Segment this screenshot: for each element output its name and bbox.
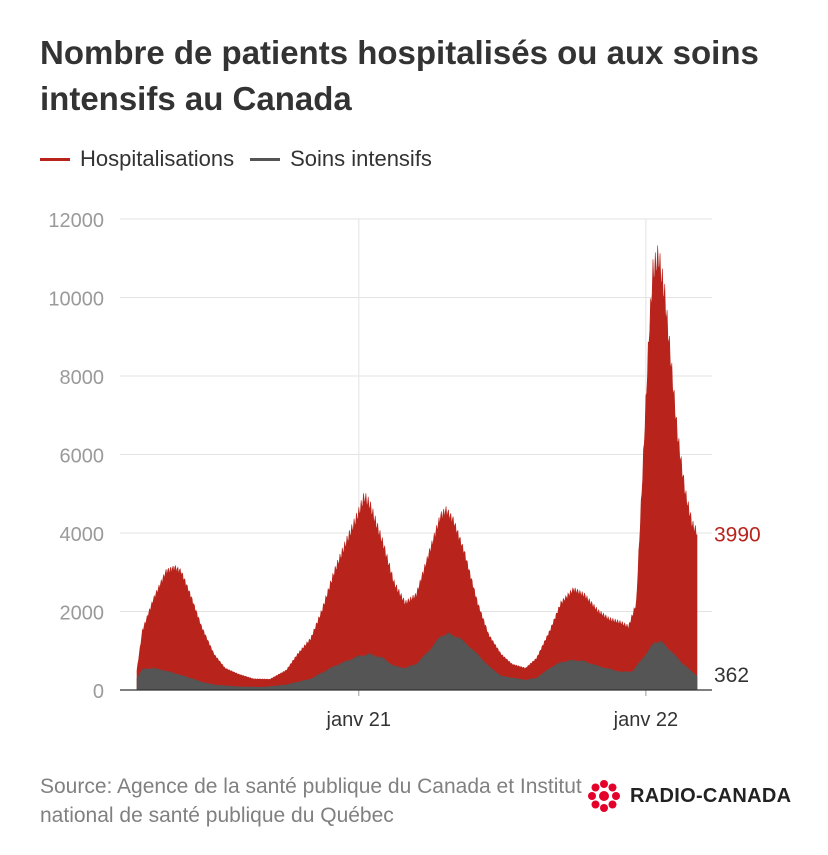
source-note: Source: Agence de la santé publique du C…: [40, 775, 582, 827]
legend-item-soins-intensifs: Soins intensifs: [250, 146, 432, 172]
end-label-hospitalisations: 3990: [714, 523, 761, 546]
legend-item-hospitalisations: Hospitalisations: [40, 146, 234, 172]
end-label-soins-intensifs: 362: [714, 664, 749, 687]
legend-swatch-soins-intensifs: [250, 157, 281, 161]
legend-label-soins-intensifs: Soins intensifs: [290, 146, 432, 171]
y-tick-label: 4000: [60, 524, 105, 546]
logo-text: RADIO-CANADA: [630, 784, 792, 807]
x-tick-label: janv 21: [326, 709, 392, 731]
radio-canada-logo: RADIO-CANADA: [586, 778, 791, 814]
series-area-soins-intensifs: [136, 632, 698, 691]
legend: Hospitalisations Soins intensifs: [40, 146, 448, 172]
x-tick-label: janv 22: [613, 709, 679, 731]
y-tick-label: 0: [93, 681, 104, 703]
legend-swatch-hospitalisations: [40, 157, 70, 161]
y-tick-label: 10000: [48, 289, 104, 311]
radio-canada-gem-icon: [588, 780, 620, 812]
y-tick-label: 6000: [60, 446, 105, 468]
y-tick-label: 8000: [60, 367, 105, 389]
y-tick-label: 12000: [48, 210, 104, 232]
legend-label-hospitalisations: Hospitalisations: [80, 146, 235, 171]
y-tick-label: 2000: [60, 603, 105, 625]
chart-title: Nombre de patients hospitalisés ou aux s…: [40, 34, 759, 117]
series-area-hospitalisations: [136, 245, 698, 691]
